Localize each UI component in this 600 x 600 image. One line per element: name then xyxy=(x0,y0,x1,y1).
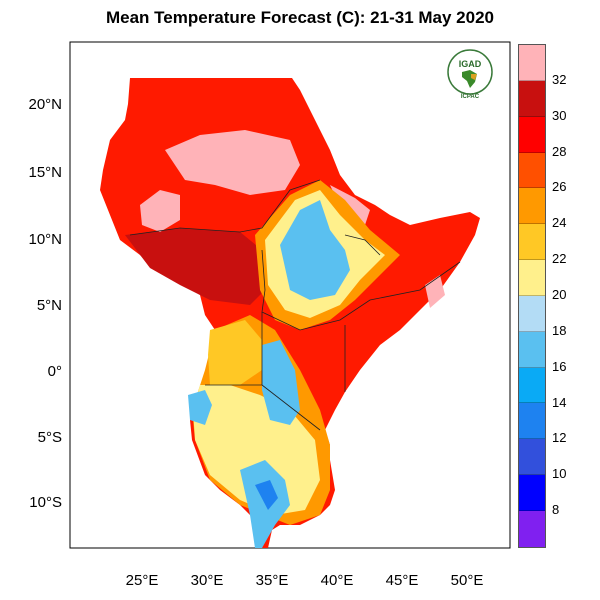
colorbar-swatch xyxy=(519,295,545,332)
colorbar-tick-label: 16 xyxy=(552,358,567,374)
cold-south-tanzania xyxy=(255,480,278,510)
colorbar-tick-label: 20 xyxy=(552,287,567,302)
cool-kenya-rift xyxy=(262,340,300,425)
lon-label-25e: 25°E xyxy=(125,572,159,589)
colorbar-tick-label: 24 xyxy=(552,215,567,231)
temperature-field xyxy=(100,78,480,548)
country-borders xyxy=(129,179,461,431)
colorbar-swatch xyxy=(519,188,545,225)
colorbar-tick-label: 22 xyxy=(552,251,567,267)
colorbar xyxy=(518,44,546,548)
colorbar-tick-label: 18 xyxy=(552,322,567,338)
hot-patch-west-sudan xyxy=(140,190,180,232)
lat-label-10n: 10°N xyxy=(28,231,62,248)
lat-label-15n: 15°N xyxy=(28,164,62,181)
colorbar-swatch xyxy=(519,367,545,404)
lon-label-40e: 40°E xyxy=(320,572,354,589)
lat-label-10s: 10°S xyxy=(29,494,62,511)
igad-logo: IGAD xyxy=(447,49,493,95)
warm-uganda xyxy=(208,320,262,385)
lon-label-45e: 45°E xyxy=(385,572,419,589)
colorbar-tick-label: 10 xyxy=(552,466,567,482)
colorbar-tick-label: 30 xyxy=(552,107,567,123)
hot-patch-eritrea xyxy=(330,185,370,225)
lon-label-30e: 30°E xyxy=(190,572,224,589)
colorbar-swatch xyxy=(519,116,545,153)
colorbar-swatch xyxy=(519,224,545,261)
colorbar-swatch xyxy=(519,475,545,511)
colorbar-tick-label: 32 xyxy=(552,71,567,87)
colorbar-swatch xyxy=(519,152,545,189)
cool-highlands xyxy=(280,200,350,300)
colorbar-swatch xyxy=(519,331,545,368)
cool-lake-region xyxy=(188,390,212,425)
lon-label-50e: 50°E xyxy=(450,572,484,589)
colorbar-tick-label: 28 xyxy=(552,143,567,159)
hot-patch-north-sudan xyxy=(165,130,300,195)
lon-label-35e: 35°E xyxy=(255,572,289,589)
colorbar-swatch xyxy=(519,260,545,296)
colorbar-tick-label: 8 xyxy=(552,502,560,518)
map-title: Mean Temperature Forecast (C): 21-31 May… xyxy=(105,8,494,27)
colorbar-swatch xyxy=(519,439,545,476)
lat-label-5n: 5°N xyxy=(36,297,62,314)
svg-text:IGAD: IGAD xyxy=(459,59,482,69)
lat-label-20n: 20°N xyxy=(28,96,62,113)
icpac-logo-text: ICPAC xyxy=(460,94,480,100)
colorbar-swatch xyxy=(519,45,545,81)
colorbar-swatch xyxy=(519,403,545,440)
colorbar-tick-label: 12 xyxy=(552,430,567,446)
hot-patch-southwest-sudan xyxy=(125,228,265,305)
lat-label-0: 0° xyxy=(47,363,62,380)
colorbar-swatch xyxy=(519,80,545,117)
colorbar-tick-label: 26 xyxy=(552,179,567,195)
colorbar-tick-label: 14 xyxy=(552,394,567,410)
lat-label-5s: 5°S xyxy=(37,429,62,446)
colorbar-swatch xyxy=(519,510,545,547)
